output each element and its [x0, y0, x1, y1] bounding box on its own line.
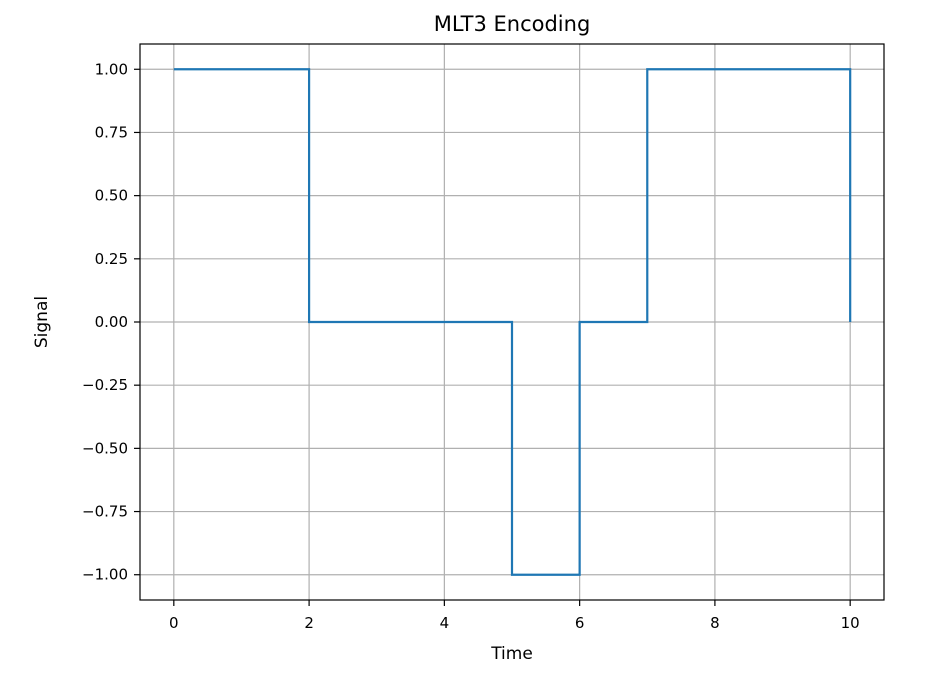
y-tick-label: −1.00 [82, 566, 128, 584]
y-axis-title: Signal [32, 296, 52, 348]
y-tick-label: 0.50 [95, 187, 128, 205]
y-tick-label: −0.75 [82, 503, 128, 521]
series-line [173, 68, 852, 576]
y-tick-label: 0.00 [95, 313, 128, 331]
x-tick-label: 4 [440, 614, 450, 632]
x-tick-label: 6 [575, 614, 585, 632]
x-axis-title: Time [490, 644, 533, 664]
y-tick-label: 0.75 [95, 123, 128, 141]
y-tick-label: 1.00 [95, 60, 128, 78]
x-tick-label: 2 [304, 614, 314, 632]
x-tick-label: 8 [710, 614, 720, 632]
y-tick-label: −0.50 [82, 439, 128, 457]
ticks [134, 68, 851, 606]
y-tick-label: −0.25 [82, 376, 128, 394]
chart-title: MLT3 Encoding [434, 12, 591, 36]
x-tick-label: 10 [841, 614, 860, 632]
tick-labels: 0 2 4 6 8 10 1.00 0.75 0.50 0.25 0.00 −0.25 −0.50 −0.… [82, 60, 860, 632]
series-layer [173, 68, 852, 576]
y-tick-label: 0.25 [95, 250, 128, 268]
x-tick-label: 0 [169, 614, 179, 632]
